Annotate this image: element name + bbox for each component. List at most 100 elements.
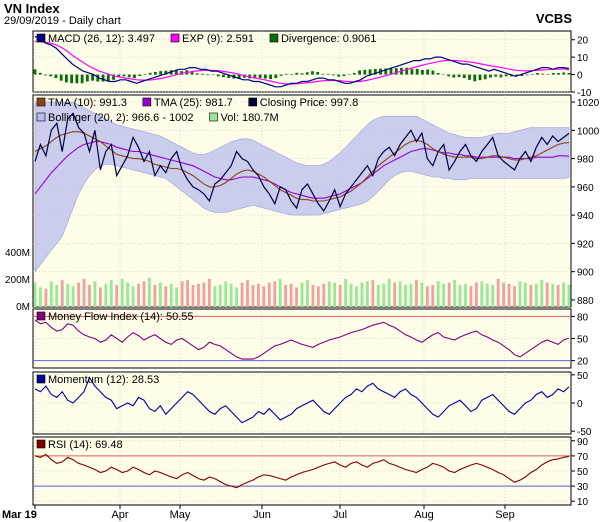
x-tick-label: Mar 19 [2, 509, 37, 521]
divergence-bar [75, 74, 79, 84]
divergence-bar [305, 72, 309, 75]
volume-bar [529, 285, 533, 307]
divergence-bar [101, 74, 105, 82]
volume-bar [365, 281, 369, 307]
divergence-bar [127, 74, 131, 78]
volume-bar [518, 281, 522, 307]
y-tick-label: 10 [577, 497, 589, 508]
volume-bar [540, 280, 544, 307]
y-tick-label: 0 [577, 71, 583, 82]
volume-bar [191, 285, 195, 307]
divergence-bar [180, 71, 183, 75]
divergence-bar [85, 74, 89, 82]
legend-label: MACD (26, 12): 3.497 [48, 33, 155, 45]
divergence-bar [54, 74, 58, 79]
exp-line [35, 40, 570, 85]
volume-bar [316, 286, 320, 307]
volume-bar [425, 286, 429, 307]
brand-label: VCBS [535, 11, 572, 26]
divergence-bar [148, 72, 152, 75]
volume-bar [502, 282, 506, 307]
volume-bar [164, 286, 168, 307]
divergence-bar [59, 74, 63, 81]
divergence-bar [112, 74, 115, 80]
volume-bar [126, 282, 130, 307]
divergence-bar [44, 74, 47, 76]
x-tick-label: Aug [414, 509, 434, 521]
volume-bar [387, 278, 391, 307]
divergence-bar [525, 74, 529, 76]
divergence-bar [216, 74, 220, 77]
legend-label: Closing Price: 997.8 [260, 97, 358, 109]
volume-bar [393, 282, 397, 307]
chart-title: VN Index [4, 1, 60, 16]
divergence-bar [237, 74, 241, 79]
y-tick-label: 900 [577, 268, 594, 279]
volume-bar [551, 283, 555, 307]
divergence-bar [106, 74, 110, 82]
volume-bar [436, 281, 440, 307]
divergence-bar [489, 74, 492, 78]
divergence-bar [347, 74, 351, 75]
volume-bar [257, 283, 260, 307]
volume-bar [415, 280, 418, 307]
divergence-bar [222, 74, 225, 78]
volume-bar [44, 288, 48, 307]
volume-bar [338, 285, 342, 307]
divergence-bar [70, 74, 74, 84]
legend-label: Money Flow Index (14): 50.55 [48, 311, 194, 323]
divergence-bar [447, 74, 450, 77]
divergence-bar [536, 73, 539, 75]
volume-bar [507, 283, 511, 307]
volume-bar [431, 285, 435, 307]
divergence-bar [389, 68, 393, 75]
divergence-bar [174, 69, 178, 75]
divergence-bar [117, 74, 121, 78]
volume-bar [355, 286, 358, 307]
divergence-bar [263, 74, 267, 79]
volume-tick-label: 0M [16, 302, 30, 313]
divergence-bar [274, 74, 278, 79]
divergence-bar [80, 74, 84, 84]
legend-swatch [36, 374, 46, 384]
divergence-bar [295, 72, 299, 75]
volume-bar [447, 282, 451, 307]
volume-bar [120, 278, 124, 307]
divergence-bar [431, 70, 435, 75]
divergence-bar [541, 73, 545, 75]
divergence-bar [546, 74, 550, 75]
volume-bar [109, 280, 113, 307]
volume-bar [349, 283, 353, 307]
volume-bar [469, 286, 473, 307]
volume-bar [39, 287, 42, 307]
divergence-bar [96, 74, 100, 82]
volume-bar [409, 283, 413, 307]
divergence-bar [253, 74, 257, 78]
x-tick-label: Jul [333, 509, 347, 521]
tma10-line [34, 131, 570, 202]
legend-swatch [142, 97, 152, 107]
divergence-bar [394, 68, 398, 75]
volume-bar [262, 286, 266, 307]
divergence-bar [499, 74, 503, 78]
mfi-line [34, 319, 570, 360]
volume-bar [202, 282, 206, 307]
divergence-bar [290, 74, 293, 75]
divergence-bar [504, 74, 508, 77]
closing-price-line [34, 112, 570, 212]
volume-bar [218, 285, 222, 307]
volume-bar [82, 278, 86, 307]
volume-bar [246, 280, 249, 307]
divergence-bar [143, 74, 147, 75]
legend-label: Bollinger (20, 2): 966.6 - 1002 [48, 112, 194, 124]
divergence-bar [91, 74, 94, 81]
volume-bar [464, 283, 467, 307]
volume-bar [556, 285, 560, 307]
x-tick-label: May [170, 509, 191, 521]
divergence-bar [332, 74, 335, 76]
divergence-bar [227, 74, 231, 79]
volume-bar [224, 281, 228, 307]
divergence-bar [426, 69, 430, 75]
divergence-bar [65, 74, 68, 83]
divergence-bar [201, 73, 204, 75]
